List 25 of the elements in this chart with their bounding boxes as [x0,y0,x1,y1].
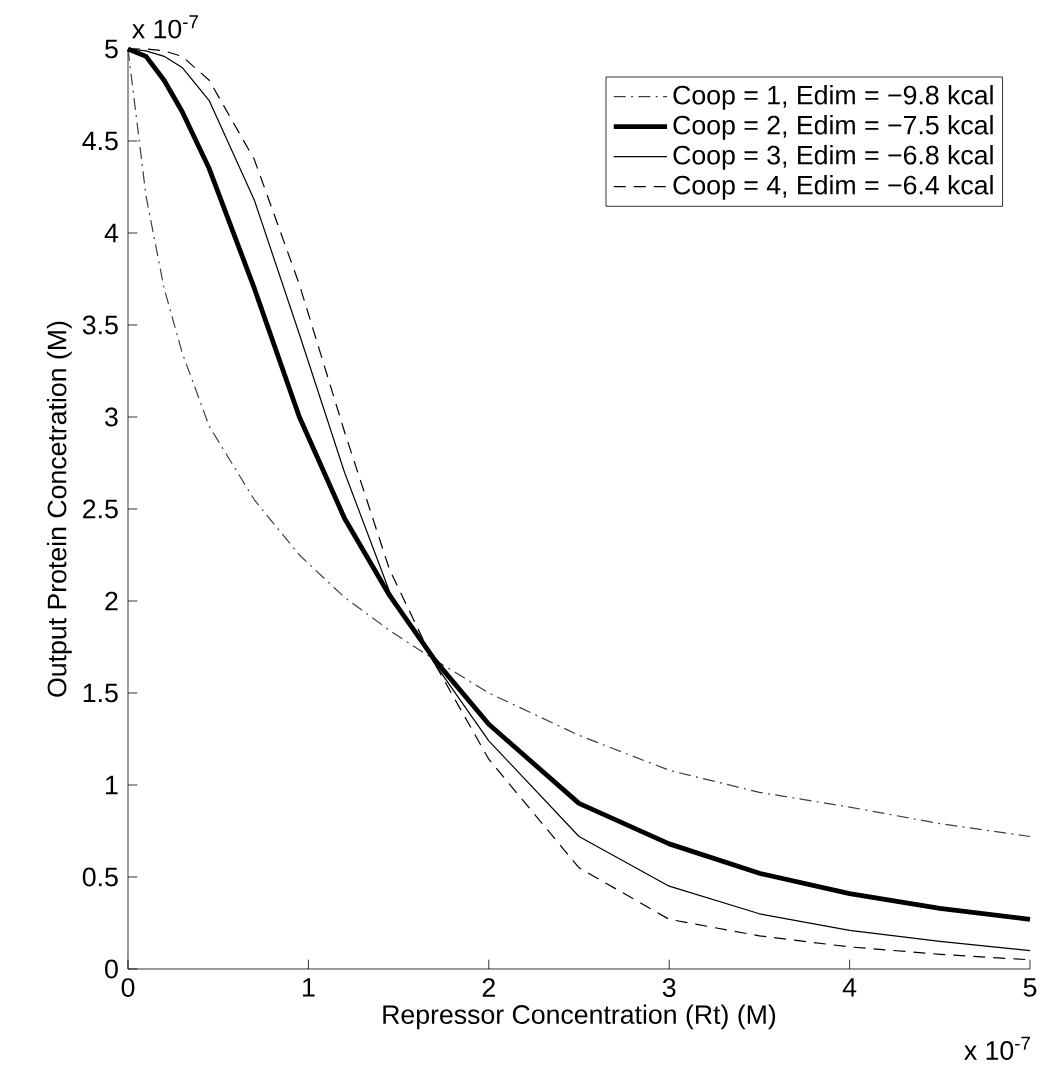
legend-label: Coop = 1, Edim = −9.8 kcal [673,85,993,110]
x-tick-label: 2 [482,978,495,997]
legend-label: Coop = 4, Edim = −6.4 kcal [673,174,993,200]
y-tick-label: 3.5 [82,315,118,335]
y-tick-label: 3 [105,407,118,427]
y-axis-title: Output Protein Concetration (M) [46,321,72,697]
y-tick-label: 4 [104,223,119,243]
x-axis-title: Repressor Concentration (Rt) (M) [383,1004,776,1030]
y-tick-label: 2 [105,591,118,611]
legend-label: Coop = 2, Edim = −7.5 kcal [673,114,993,140]
y-tick-label: 4.5 [82,131,118,151]
y-tick-label: 0 [105,959,118,979]
x-tick-label: 0 [121,978,135,998]
x-tick-label: 3 [662,978,676,998]
text: x 10$^{-7}$ [964,1036,1030,1060]
y-tick-label: 1 [106,775,118,795]
x-tick-label: 1 [303,978,315,997]
y-tick-label: 5 [105,39,118,59]
x-tick-label: 4 [842,978,857,997]
y-tick-label: 0.5 [82,867,118,887]
text: x 10$^{-7}$ [132,15,198,39]
x-tick-label: 5 [1023,978,1037,997]
legend-label: Coop = 3, Edim = −6.8 kcal [673,144,993,170]
y-tick-label: 2.5 [83,499,118,519]
y-tick-label: 1.5 [83,683,118,703]
